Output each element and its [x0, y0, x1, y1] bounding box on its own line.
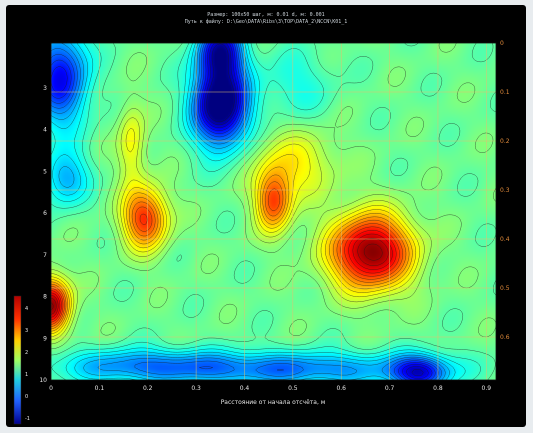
y-right-tick-label: 0.4: [500, 236, 510, 243]
x-tick-label: 0.1: [95, 385, 105, 392]
y-left-tick-label: 10: [39, 377, 47, 384]
y-axis-right-ticks: 0 0.1 0.2 0.3 0.4 0.5 0.6: [500, 40, 510, 341]
x-tick-label: 0.9: [482, 385, 492, 392]
x-tick-label: 0.4: [240, 385, 250, 392]
x-tick-label: 0.5: [288, 385, 298, 392]
x-axis-label: Расстояние от начала отсчёта, м: [221, 399, 326, 406]
x-tick-label: 0.8: [433, 385, 443, 392]
colorbar-tick-label: -1: [25, 416, 30, 422]
colorbar-tick-label: 1: [25, 372, 28, 378]
colorbar-tick-label: 4: [25, 306, 28, 312]
x-axis-ticks: 0 0.1 0.2 0.3 0.4 0.5 0.6 0.7 0.8 0.9: [49, 385, 491, 392]
x-tick-label: 0.7: [385, 385, 395, 392]
header-line-1: Размер: 100x50 шаг, м: 0.01 d, м: 0.001: [207, 12, 325, 18]
y-right-tick-label: 0.5: [500, 285, 510, 292]
y-left-tick-label: 3: [43, 85, 47, 92]
y-right-tick-label: 0.1: [500, 89, 510, 96]
colorbar: [13, 295, 22, 425]
colorbar-tick-label: 0: [25, 394, 28, 400]
y-left-tick-label: 4: [43, 127, 47, 134]
contour-path: [51, 43, 496, 380]
plot-frame: [50, 42, 497, 381]
x-tick-label: 0.3: [191, 385, 201, 392]
y-axis-left-ticks: 3 4 5 6 7 8 9 10: [39, 85, 47, 384]
heatmap-image: [51, 43, 496, 380]
header-line-2: Путь к файлу: D:\Geo\DATA\Ribs\3\TOP\DAT…: [184, 19, 348, 25]
y-left-tick-label: 8: [43, 294, 47, 301]
colorbar-ticks: 4 3 2 1 0 -1: [25, 306, 30, 422]
x-tick-label: 0.2: [143, 385, 153, 392]
x-tick-label: 0: [49, 385, 53, 392]
y-right-tick-label: 0.6: [500, 334, 510, 341]
contour-lines: [51, 43, 496, 380]
grid-lines: [51, 43, 496, 380]
x-tick-label: 0.6: [336, 385, 346, 392]
y-right-tick-label: 0: [500, 40, 504, 47]
colorbar-tick-label: 2: [25, 350, 28, 356]
y-left-tick-label: 5: [43, 168, 47, 175]
y-right-tick-label: 0.2: [500, 138, 510, 145]
y-right-tick-label: 0.3: [500, 187, 510, 194]
y-left-tick-label: 7: [43, 252, 47, 259]
y-left-tick-label: 9: [43, 335, 47, 342]
y-left-tick-label: 6: [43, 210, 47, 217]
colorbar-tick-label: 3: [25, 328, 28, 334]
